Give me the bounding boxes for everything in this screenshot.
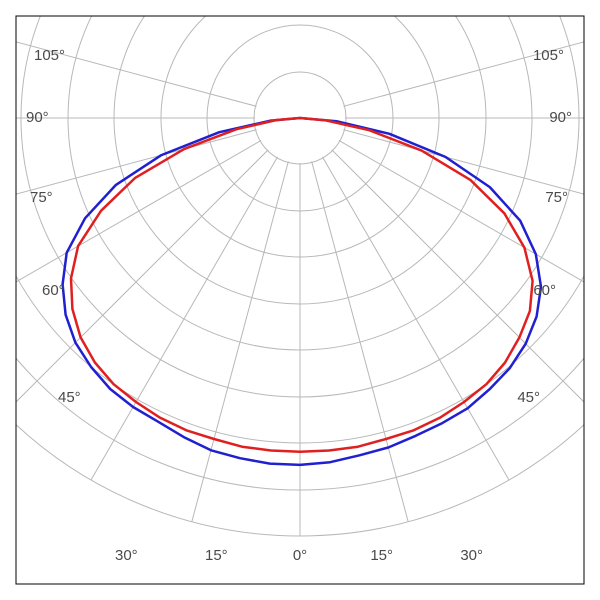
angle-label: 90° xyxy=(549,109,572,126)
angle-label: 15° xyxy=(205,547,228,564)
angle-label: 45° xyxy=(58,389,81,406)
angle-label: 90° xyxy=(26,109,49,126)
angle-label: 15° xyxy=(370,547,393,564)
angle-label: 105° xyxy=(34,47,65,64)
angle-label: 75° xyxy=(30,189,53,206)
angle-label: 75° xyxy=(545,189,568,206)
angle-label: 45° xyxy=(517,389,540,406)
angle-label: 60° xyxy=(42,282,65,299)
angle-label: 30° xyxy=(460,547,483,564)
angle-label: 0° xyxy=(293,547,307,564)
angle-label: 60° xyxy=(533,282,556,299)
polar-chart: 105° 90° 75° 60° 45° 30° 15° 105° 90° 75° 60° 45° 30… xyxy=(0,0,600,600)
angle-label: 105° xyxy=(533,47,564,64)
angle-label: 30° xyxy=(115,547,138,564)
